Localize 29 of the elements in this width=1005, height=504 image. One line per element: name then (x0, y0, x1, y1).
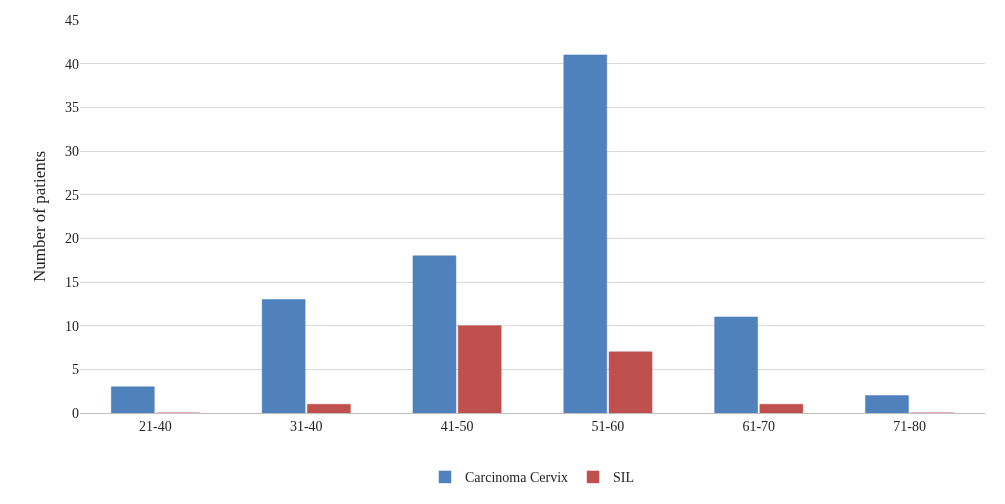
y-tick-label: 30 (65, 143, 79, 159)
bar (759, 404, 804, 413)
bar (307, 404, 351, 413)
bar (111, 386, 155, 413)
bar (563, 54, 608, 413)
y-tick-label: 40 (65, 56, 79, 72)
y-tick-label: 15 (65, 274, 79, 290)
x-tick-label: 51-60 (591, 418, 625, 434)
y-tick-label: 20 (65, 231, 79, 247)
y-tick-label: 10 (65, 318, 79, 334)
x-tick-label: 31-40 (289, 418, 323, 434)
bar (261, 299, 306, 413)
x-tick-label: 71-80 (893, 418, 926, 434)
y-tick-label: 5 (72, 362, 79, 378)
y-tick-label: 35 (65, 100, 79, 116)
bar (865, 395, 909, 413)
y-tick-label: 25 (65, 187, 79, 203)
bar (608, 351, 653, 413)
y-axis-title: Number of patients (29, 150, 49, 283)
y-tick-label: 0 (72, 405, 79, 421)
bar (457, 325, 502, 413)
legend-label: SIL (613, 470, 635, 486)
bar (412, 255, 457, 413)
x-tick-label: 41-50 (440, 418, 474, 434)
bar (714, 316, 758, 413)
x-tick-label: 61-70 (742, 418, 776, 434)
y-tick-label: 45 (65, 12, 79, 28)
x-tick-label: 21-40 (139, 418, 172, 434)
legend-label: Carcinoma Cervix (465, 470, 569, 486)
